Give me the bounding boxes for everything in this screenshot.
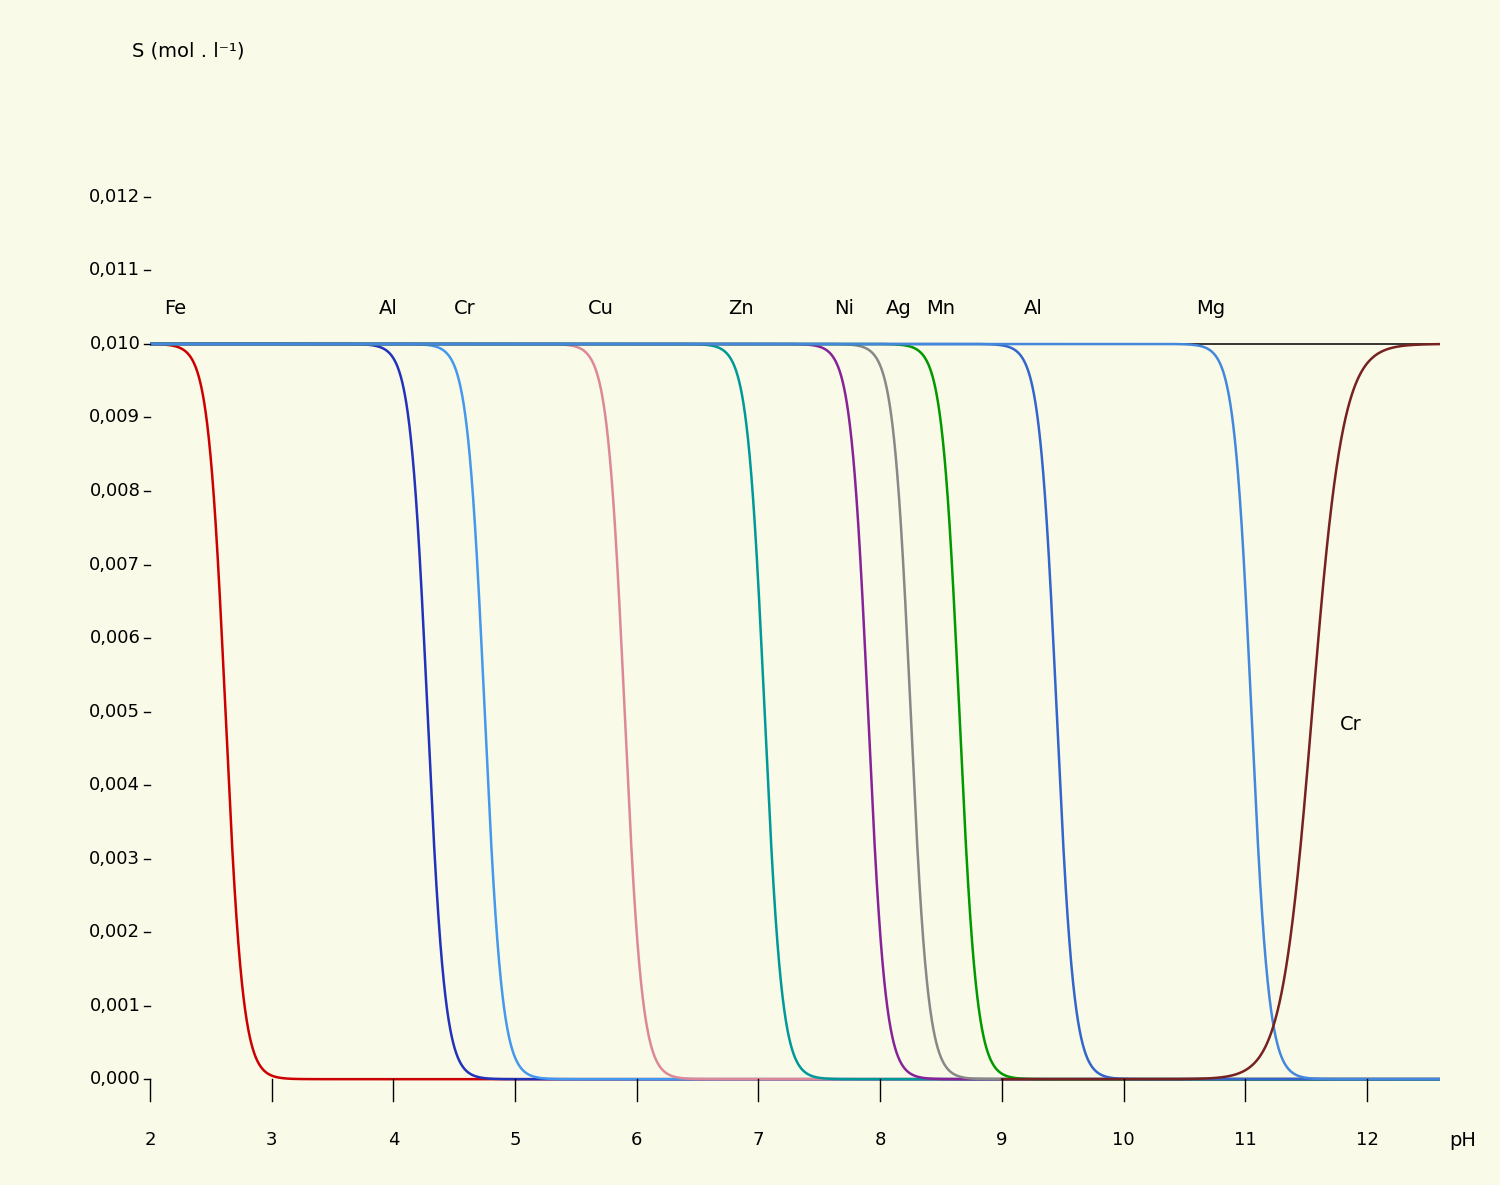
Text: Ag: Ag <box>886 300 912 319</box>
Text: Mn: Mn <box>927 300 956 319</box>
Text: 7: 7 <box>753 1130 764 1148</box>
Text: Zn: Zn <box>728 300 753 319</box>
Text: 5: 5 <box>510 1130 520 1148</box>
Text: 8: 8 <box>874 1130 886 1148</box>
Text: 3: 3 <box>266 1130 278 1148</box>
Text: 9: 9 <box>996 1130 1008 1148</box>
Text: 0,002: 0,002 <box>90 923 141 941</box>
Text: 2: 2 <box>144 1130 156 1148</box>
Text: 0,008: 0,008 <box>90 482 141 500</box>
Text: 0,005: 0,005 <box>90 703 141 720</box>
Text: Ni: Ni <box>834 300 854 319</box>
Text: Mg: Mg <box>1197 300 1225 319</box>
Text: 0,012: 0,012 <box>88 188 141 206</box>
Text: 12: 12 <box>1356 1130 1378 1148</box>
Text: 0,009: 0,009 <box>90 409 141 427</box>
Text: 10: 10 <box>1113 1130 1136 1148</box>
Text: Fe: Fe <box>165 300 186 319</box>
Text: 0,001: 0,001 <box>90 997 141 1014</box>
Text: 0,006: 0,006 <box>90 629 141 647</box>
Text: 0,007: 0,007 <box>90 556 141 574</box>
Text: 6: 6 <box>632 1130 642 1148</box>
Text: 0,011: 0,011 <box>90 262 141 280</box>
Text: S (mol . l⁻¹): S (mol . l⁻¹) <box>132 41 244 60</box>
Text: 0,003: 0,003 <box>90 850 141 867</box>
Text: 4: 4 <box>387 1130 399 1148</box>
Text: Cr: Cr <box>454 300 476 319</box>
Text: 0,010: 0,010 <box>90 335 141 353</box>
Text: 11: 11 <box>1234 1130 1257 1148</box>
Text: 0,004: 0,004 <box>90 776 141 794</box>
Text: Al: Al <box>380 300 398 319</box>
Text: Cr: Cr <box>1340 715 1362 734</box>
Text: 0,000: 0,000 <box>90 1070 141 1088</box>
Text: Al: Al <box>1024 300 1042 319</box>
Text: pH: pH <box>1449 1130 1476 1149</box>
Text: Cu: Cu <box>588 300 613 319</box>
